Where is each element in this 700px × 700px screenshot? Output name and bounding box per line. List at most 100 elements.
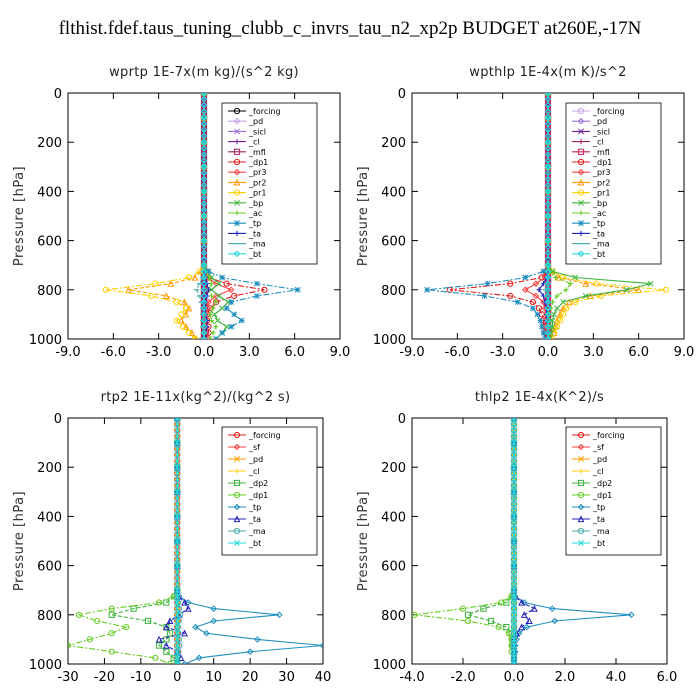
- data-point: [174, 427, 181, 434]
- legend-entry: _cl: [592, 467, 604, 476]
- data-point: [200, 237, 208, 244]
- series-line-dp1: [449, 93, 549, 339]
- data-point: [544, 218, 552, 226]
- chart-panel-3: rtp2 1E-11x(kg^2)/(kg^2 s) Pressure [hPa]…: [12, 390, 331, 685]
- data-point: [544, 101, 552, 109]
- y-tick-label: 600: [37, 235, 62, 250]
- legend-entry: _cl: [248, 138, 260, 147]
- data-point: [200, 317, 208, 324]
- legend-marker: [233, 503, 241, 511]
- data-point: [173, 299, 180, 306]
- data-point: [174, 636, 181, 643]
- legend-entry: _forcing: [248, 107, 281, 116]
- legend: _forcing_pd_sicl_cl_mfl_dp1_pr3_pr2_pr1_…: [221, 102, 318, 265]
- series-markers-dp2: [465, 418, 518, 664]
- legend-marker: [577, 479, 585, 487]
- data-point: [200, 286, 208, 294]
- data-point: [511, 458, 517, 465]
- data-point: [544, 237, 552, 244]
- x-tick-label: 6.0: [284, 345, 305, 360]
- data-point: [511, 605, 517, 612]
- data-point: [180, 298, 188, 306]
- legend-entry: _dp2: [248, 479, 268, 488]
- data-point: [174, 525, 181, 532]
- data-point: [152, 654, 159, 661]
- data-point: [511, 562, 517, 569]
- data-point: [200, 175, 208, 183]
- x-tick-label: -9.0: [55, 345, 80, 360]
- legend-marker: [577, 491, 585, 499]
- data-point: [544, 132, 552, 140]
- data-point: [195, 654, 203, 662]
- legend-entry: _tp: [248, 503, 261, 512]
- data-point: [174, 513, 181, 520]
- legend-marker: [578, 456, 584, 462]
- data-point: [544, 243, 552, 251]
- data-point: [544, 200, 552, 208]
- x-tick-label: 0: [173, 670, 181, 685]
- data-point: [155, 599, 163, 606]
- data-point: [559, 304, 567, 312]
- legend-box: [565, 426, 662, 556]
- data-point: [174, 599, 182, 606]
- data-point: [511, 544, 517, 551]
- y-tick-label: 600: [381, 235, 406, 250]
- y-tick-label: 400: [381, 510, 406, 525]
- data-point: [253, 292, 260, 299]
- data-point: [487, 617, 495, 625]
- series-line-dp2: [111, 418, 178, 664]
- data-point: [174, 458, 181, 465]
- y-tick-label: 800: [37, 609, 62, 624]
- legend-marker: [233, 515, 241, 523]
- legend-marker: [577, 168, 585, 176]
- x-tick-label: 4.0: [606, 670, 627, 685]
- data-point: [537, 317, 544, 324]
- legend-marker: [234, 540, 240, 546]
- data-point: [174, 661, 181, 664]
- data-point: [200, 194, 208, 201]
- data-point: [181, 598, 188, 606]
- data-point: [511, 421, 517, 428]
- data-point: [647, 280, 654, 287]
- x-tick-label: 2.0: [555, 670, 576, 685]
- data-point: [108, 605, 115, 612]
- data-point: [200, 93, 208, 97]
- legend-marker: [578, 468, 584, 474]
- legend-entry: _pr1: [248, 189, 266, 198]
- data-point: [459, 605, 467, 612]
- data-point: [176, 605, 183, 612]
- legend-box: [221, 426, 318, 556]
- data-point: [544, 120, 552, 128]
- data-point: [203, 629, 210, 637]
- data-point: [175, 617, 182, 625]
- data-point: [207, 311, 213, 317]
- data-point: [554, 293, 560, 299]
- data-point: [174, 581, 181, 588]
- data-point: [173, 660, 181, 664]
- y-tick-label: 600: [37, 560, 62, 575]
- legend-entry: _ta: [592, 229, 605, 238]
- data-point: [178, 311, 185, 318]
- legend-marker: [577, 527, 585, 535]
- data-point: [162, 641, 170, 649]
- legend-marker: [233, 479, 241, 487]
- data-point: [544, 145, 552, 152]
- data-point: [185, 274, 192, 281]
- series-markers-bt: [544, 93, 552, 339]
- legend-marker: [577, 158, 585, 166]
- y-tick-label: 600: [381, 560, 406, 575]
- legend-marker: [234, 139, 240, 145]
- data-point: [544, 95, 552, 103]
- legend-entry: _bt: [248, 539, 261, 548]
- x-tick-label: -3.0: [490, 345, 515, 360]
- series-markers-bt: [511, 418, 517, 664]
- data-point: [544, 175, 552, 183]
- series-group: [412, 418, 635, 664]
- legend-marker: [233, 250, 241, 258]
- data-point: [275, 611, 283, 619]
- legend-entry: _bt: [592, 250, 605, 259]
- y-tick-label: 800: [381, 284, 406, 299]
- data-point: [219, 274, 226, 281]
- data-point: [549, 317, 556, 324]
- data-point: [548, 605, 556, 612]
